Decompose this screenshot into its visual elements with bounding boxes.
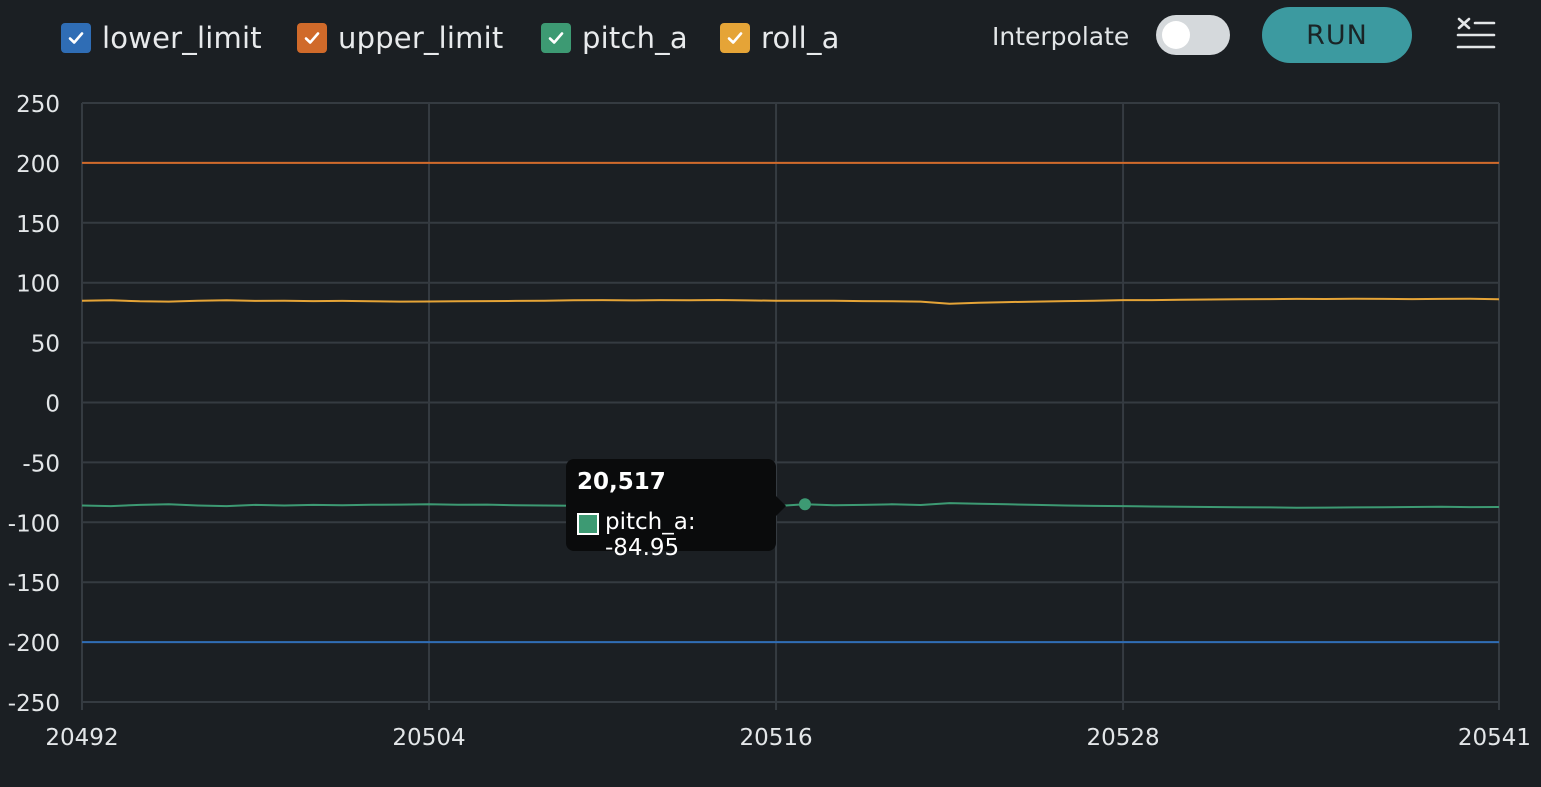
y-tick-label: -250 — [8, 691, 60, 717]
legend-item-lower-limit[interactable]: lower_limit — [61, 18, 262, 58]
y-tick-label: 50 — [31, 332, 60, 358]
x-tick-label: 20541 — [1458, 725, 1531, 751]
legend-item-upper-limit[interactable]: upper_limit — [297, 18, 503, 58]
y-tick-label: 200 — [16, 152, 60, 178]
checkbox-roll-a[interactable] — [720, 23, 750, 53]
x-tick-label: 20492 — [45, 725, 118, 751]
legend-label: roll_a — [761, 21, 840, 55]
checkbox-pitch-a[interactable] — [541, 23, 571, 53]
y-tick-label: 0 — [45, 392, 60, 418]
legend-label: pitch_a — [582, 21, 688, 55]
toolbar: lower_limit upper_limit pitch_a roll_a I… — [0, 0, 1541, 78]
tooltip: 20,517 pitch_a: -84.95 — [566, 459, 776, 561]
checkmark-icon — [68, 32, 84, 44]
y-tick-label: -100 — [8, 511, 60, 537]
legend-label: upper_limit — [338, 21, 504, 55]
tooltip-color-swatch — [577, 513, 599, 535]
y-tick-label: 250 — [16, 92, 60, 118]
series-line-pitch-a — [81, 502, 1500, 509]
legend-label: lower_limit — [102, 21, 262, 55]
interpolate-label: Interpolate — [992, 22, 1130, 51]
y-tick-label: -200 — [8, 631, 60, 657]
line-chart: 250 200 150 100 50 0 -50 -100 -150 -200 -250 20492… — [8, 92, 1531, 751]
y-tick-label: -150 — [8, 571, 60, 597]
series-lines — [81, 161, 1500, 644]
x-tick-label: 20516 — [739, 725, 812, 751]
x-tick-label: 20504 — [392, 725, 465, 751]
y-axis-ticks: 250 200 150 100 50 0 -50 -100 -150 -200 -250 — [8, 92, 60, 717]
x-tick-label: 20528 — [1086, 725, 1159, 751]
toggle-knob — [1162, 21, 1190, 49]
x-axis-ticks: 20492 20504 20516 20528 20541 — [45, 725, 1531, 751]
legend-item-pitch-a[interactable]: pitch_a — [541, 18, 688, 58]
series-line-roll-a — [81, 297, 1500, 305]
tooltip-title: 20,517 — [577, 469, 666, 495]
y-tick-label: 100 — [16, 272, 60, 298]
run-button[interactable]: RUN — [1262, 7, 1412, 63]
tooltip-value: pitch_a: -84.95 — [605, 509, 696, 561]
grid — [81, 102, 1500, 710]
checkmark-icon — [727, 32, 743, 44]
checkmark-icon — [548, 32, 564, 44]
tooltip-pointer — [776, 496, 786, 516]
y-tick-label: -50 — [22, 451, 60, 477]
checkmark-icon — [304, 32, 320, 44]
checkbox-lower-limit[interactable] — [61, 23, 91, 53]
highlight-point — [798, 498, 811, 511]
checkbox-upper-limit[interactable] — [297, 23, 327, 53]
legend-item-roll-a[interactable]: roll_a — [720, 18, 840, 58]
clear-list-icon[interactable] — [1455, 16, 1497, 54]
hover-point — [798, 498, 811, 511]
interpolate-toggle[interactable] — [1156, 15, 1230, 55]
y-tick-label: 150 — [16, 212, 60, 238]
